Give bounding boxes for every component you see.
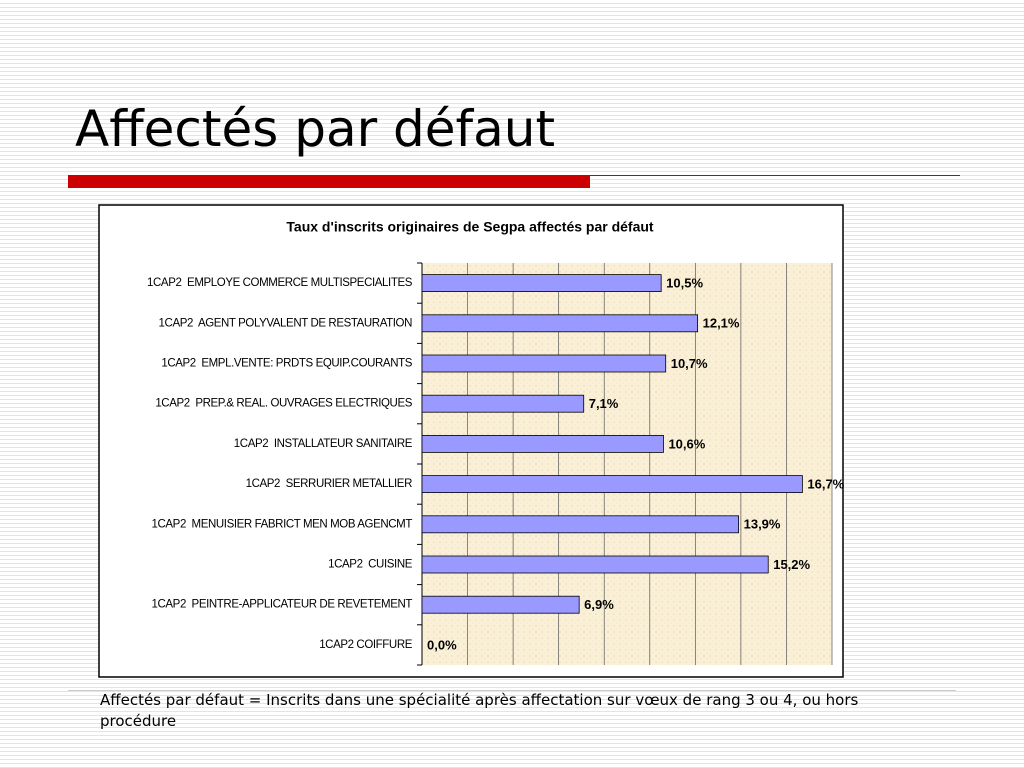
chart-title: Taux d'inscrits originaires de Segpa aff… xyxy=(286,219,654,235)
title-rule xyxy=(68,175,590,188)
bar xyxy=(421,354,667,373)
value-label: 10,6% xyxy=(668,436,705,451)
title-rule-thin xyxy=(590,175,960,176)
y-tick-label: 1CAP2 PREP.& REAL. OUVRAGES ELECTRIQUES xyxy=(155,398,412,410)
bar xyxy=(421,475,803,494)
bar xyxy=(421,595,580,614)
value-label: 10,5% xyxy=(666,276,703,291)
y-tick-label: 1CAP2 AGENT POLYVALENT DE RESTAURATION xyxy=(159,317,413,329)
bar xyxy=(421,274,662,293)
y-tick-label: 1CAP2 EMPLOYE COMMERCE MULTISPECIALITES xyxy=(147,277,413,289)
bar xyxy=(421,515,740,534)
value-label: 16,7% xyxy=(807,477,844,492)
y-tick-label: 1CAP2 EMPL.VENTE: PRDTS EQUIP.COURANTS xyxy=(161,358,412,370)
y-tick-label: 1CAP2 SERRURIER METALLIER xyxy=(246,478,413,490)
y-tick-label: 1CAP2 CUISINE xyxy=(328,559,413,571)
value-label: 13,9% xyxy=(744,517,781,532)
value-label: 6,9% xyxy=(584,597,614,612)
bar xyxy=(421,394,585,413)
footnote: Affectés par défaut = Inscrits dans une … xyxy=(100,691,859,730)
value-label: 0,0% xyxy=(427,637,457,652)
y-tick-label: 1CAP2 COIFFURE xyxy=(319,639,413,651)
value-label: 7,1% xyxy=(589,396,619,411)
y-tick-label: 1CAP2 INSTALLATEUR SANITAIRE xyxy=(234,438,413,450)
value-label: 15,2% xyxy=(773,557,810,572)
value-label: 10,7% xyxy=(671,356,708,371)
bar xyxy=(421,555,769,574)
bar xyxy=(421,434,664,453)
y-tick-label: 1CAP2 PEINTRE-APPLICATEUR DE REVETEMENT xyxy=(152,599,413,611)
bar xyxy=(421,314,699,333)
value-label: 12,1% xyxy=(703,316,740,331)
y-tick-label: 1CAP2 MENUISIER FABRICT MEN MOB AGENCMT xyxy=(152,518,413,530)
footer-rule xyxy=(68,690,956,691)
slide-title: Affectés par défaut xyxy=(75,100,556,158)
